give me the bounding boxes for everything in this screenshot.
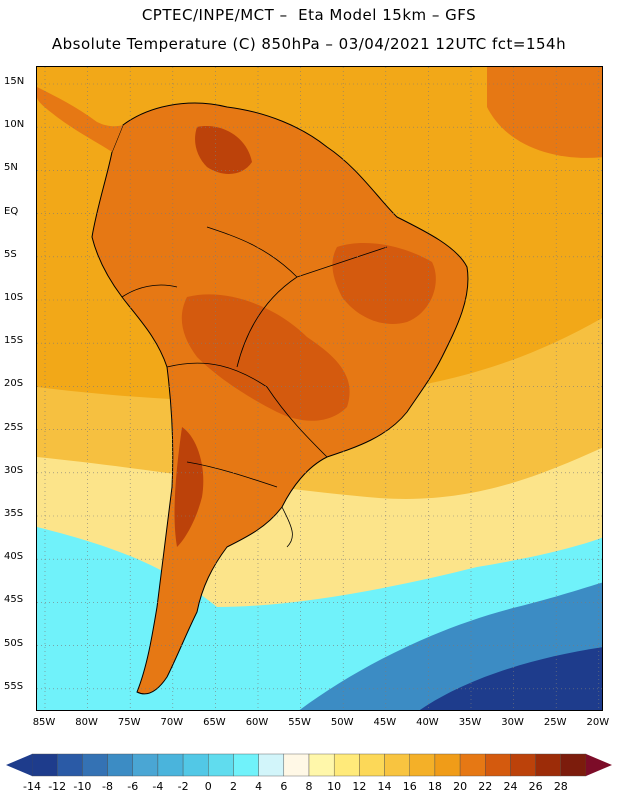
longitude-label: 55W	[288, 717, 311, 728]
longitude-label: 60W	[245, 717, 269, 728]
colorbar-label: -2	[177, 780, 189, 793]
colorbar-label: -10	[73, 780, 92, 793]
colorbar-label: -8	[102, 780, 114, 793]
latitude-label: 10N	[4, 119, 25, 131]
longitude-label: 65W	[203, 717, 226, 728]
colorbar-label: 10	[327, 780, 342, 793]
colorbar-cell	[283, 753, 310, 777]
colorbar-label: -4	[152, 780, 164, 793]
latitude-label: 15S	[4, 335, 24, 347]
colorbar-label: 16	[402, 780, 417, 793]
colorbar-cell	[182, 753, 209, 777]
longitude-label: 30W	[501, 717, 524, 728]
colorbar-cell	[485, 753, 511, 777]
colorbar-label: 18	[427, 780, 442, 793]
colorbar-label: 2	[229, 780, 237, 793]
colorbar-label: 8	[305, 780, 313, 793]
colorbar-label: 4	[255, 780, 263, 793]
country-borders	[121, 226, 388, 548]
colorbar-cells	[31, 753, 587, 777]
latitude-label: 50S	[4, 637, 24, 649]
colorbar-cell	[333, 753, 360, 777]
central-america-landmass	[37, 87, 123, 152]
longitude-label: 40W	[416, 717, 439, 728]
colorbar-label: 14	[377, 780, 392, 793]
map-subtitle: Absolute Temperature (C) 850hPa – 03/04/…	[51, 35, 567, 53]
longitude-label: 85W	[32, 717, 56, 728]
colorbar-cell	[107, 753, 133, 777]
longitude-label: 75W	[117, 717, 141, 728]
colorbar-label: 20	[453, 780, 468, 793]
colorbar-label: 24	[503, 780, 518, 793]
colorbar-cell	[208, 753, 234, 777]
map-title: CPTEC/INPE/MCT – Eta Model 15km – GFS	[141, 6, 477, 24]
colorbar-low-arrow	[6, 754, 32, 776]
hot-venezuela-region	[195, 126, 252, 174]
latitude-label: 55S	[4, 680, 24, 692]
temperature-map	[37, 67, 602, 710]
colorbar-label: -6	[127, 780, 139, 793]
colorbar-cell	[31, 753, 58, 777]
colorbar	[6, 753, 612, 777]
longitude-label: 70W	[160, 717, 184, 728]
colorbar-label: 0	[204, 780, 212, 793]
map-panel	[36, 66, 603, 711]
colorbar-cell	[82, 753, 108, 777]
latitude-label: 25S	[4, 421, 24, 433]
latitude-label: 20S	[4, 378, 24, 390]
colorbar-cell	[56, 753, 83, 777]
lat-lon-gridlines	[37, 67, 602, 710]
hot-andes-region	[174, 427, 204, 547]
latitude-label: 40S	[4, 551, 24, 563]
latitude-label: 10S	[4, 292, 24, 303]
longitude-label: 20W	[586, 717, 610, 728]
latitude-label: 5N	[4, 162, 18, 174]
colorbar-cell	[409, 753, 436, 777]
latitude-label: EQ	[4, 205, 19, 217]
cold-deepest-band	[420, 647, 602, 710]
colorbar-label: -14	[23, 780, 41, 793]
latitude-label: 30S	[4, 464, 24, 476]
longitude-label: 25W	[543, 717, 567, 728]
colorbar-cell	[308, 753, 335, 777]
colorbar-high-arrow	[586, 754, 612, 776]
warm-northeast-patch	[487, 67, 602, 158]
colorbar-cell	[459, 753, 486, 777]
coastline	[91, 102, 469, 695]
longitude-label: 80W	[75, 717, 98, 728]
longitude-label: 45W	[373, 717, 397, 728]
colorbar-label: -12	[48, 780, 67, 793]
colorbar-cell	[535, 753, 562, 777]
latitude-label: 15N	[4, 76, 25, 87]
latitude-label: 45S	[4, 594, 24, 606]
colorbar-cell	[560, 753, 587, 777]
longitude-label: 35W	[458, 717, 482, 728]
latitude-label: 5S	[4, 248, 17, 260]
colorbar-label: 26	[528, 780, 543, 793]
colorbar-cell	[132, 753, 159, 777]
hot-interior-region	[181, 294, 350, 421]
colorbar-cell	[233, 753, 259, 777]
latitude-label: 35S	[4, 508, 24, 519]
colorbar-label: 12	[352, 780, 367, 793]
colorbar-cell	[384, 753, 410, 777]
colorbar-cell	[510, 753, 536, 777]
colorbar-label: 28	[553, 780, 568, 793]
colorbar-cell	[359, 753, 385, 777]
colorbar-cell	[434, 753, 461, 777]
hot-northeast-region	[332, 242, 436, 325]
colorbar-label: 6	[280, 780, 288, 793]
colorbar-label: 22	[478, 780, 493, 793]
longitude-label: 50W	[330, 717, 354, 728]
colorbar-cell	[258, 753, 285, 777]
colorbar-cell	[157, 753, 184, 777]
